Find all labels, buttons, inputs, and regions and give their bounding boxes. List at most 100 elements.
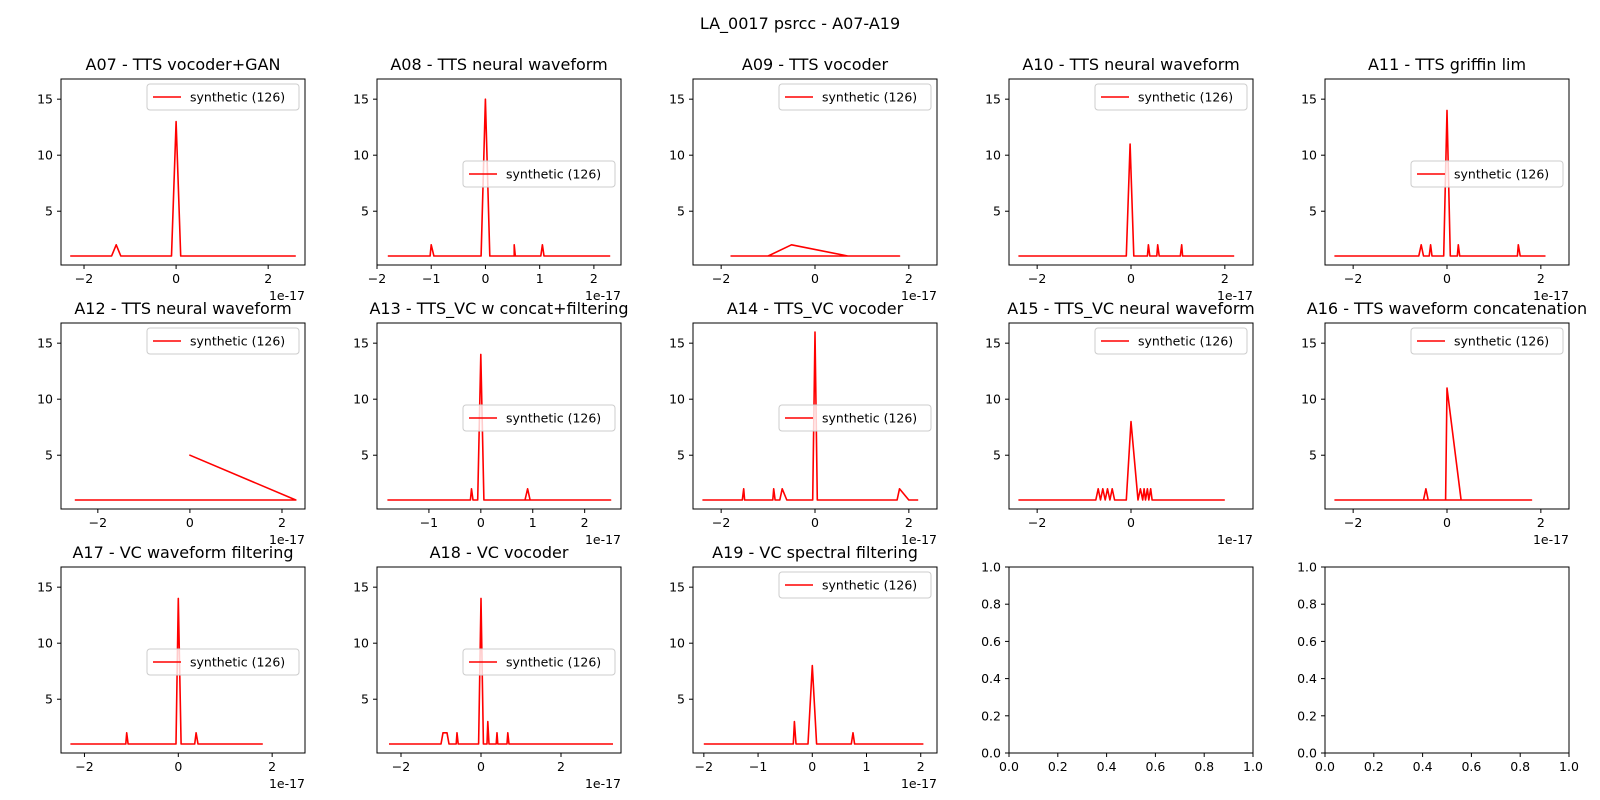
legend-box bbox=[778, 404, 932, 432]
series-line bbox=[387, 98, 611, 257]
x-offset-label: 1e-17 bbox=[269, 288, 305, 303]
legend-box bbox=[462, 648, 616, 676]
y-tick-label: 0.0 bbox=[1297, 746, 1317, 761]
x-tick-label: 0.0 bbox=[999, 759, 1019, 774]
y-tick-label: 10 bbox=[1301, 392, 1317, 407]
subplot-title: A11 - TTS griffin lim bbox=[1368, 55, 1526, 74]
x-tick-label: −1 bbox=[422, 271, 440, 286]
subplot: 0.0 0.2 0.4 0.6 0.8 1.0 0.0 0.2 0.4 0.6 0.8 1.0 bbox=[981, 560, 1263, 775]
subplot-title: A15 - TTS_VC neural waveform bbox=[1007, 299, 1254, 319]
x-tick-label: 2 bbox=[278, 515, 286, 530]
series-line bbox=[74, 454, 297, 501]
x-tick-label: 0 bbox=[172, 271, 180, 286]
x-tick-label: 0.2 bbox=[1048, 759, 1068, 774]
x-offset-label: 1e-17 bbox=[585, 776, 621, 791]
x-offset-label: 1e-17 bbox=[585, 532, 621, 547]
legend: synthetic (126) bbox=[1410, 160, 1564, 188]
legend: synthetic (126) bbox=[1094, 83, 1248, 111]
y-tick-label: 0.4 bbox=[1297, 671, 1317, 686]
x-offset-label: 1e-17 bbox=[901, 776, 937, 791]
x-tick-label: −2 bbox=[712, 271, 730, 286]
series-line bbox=[730, 244, 901, 257]
y-tick-label: 0.2 bbox=[981, 708, 1001, 723]
subplot: A17 - VC waveform filtering −2 0 2 1e-17 5 10 1… bbox=[37, 543, 306, 791]
x-tick-label: 1 bbox=[863, 759, 871, 774]
y-tick-label: 10 bbox=[37, 148, 53, 163]
legend: synthetic (126) bbox=[1094, 327, 1248, 355]
y-tick-label: 10 bbox=[37, 392, 53, 407]
legend-box bbox=[146, 648, 300, 676]
y-tick-label: 1.0 bbox=[981, 560, 1001, 575]
y-tick-label: 10 bbox=[669, 636, 685, 651]
y-tick-label: 10 bbox=[353, 148, 369, 163]
y-tick-label: 0.2 bbox=[1297, 708, 1317, 723]
x-offset-label: 1e-17 bbox=[901, 532, 937, 547]
legend-label: synthetic (126) bbox=[190, 655, 285, 670]
x-tick-label: 0.6 bbox=[1145, 759, 1165, 774]
subplot-title: A13 - TTS_VC w concat+filtering bbox=[369, 299, 628, 319]
x-tick-label: 1.0 bbox=[1559, 759, 1579, 774]
subplot: A15 - TTS_VC neural waveform −2 0 1e-17 5 10 1… bbox=[985, 299, 1255, 547]
y-tick-label: 5 bbox=[361, 692, 369, 707]
y-tick-label: 15 bbox=[353, 92, 369, 107]
x-tick-label: −1 bbox=[749, 759, 767, 774]
x-tick-label: 0.4 bbox=[1413, 759, 1433, 774]
legend-label: synthetic (126) bbox=[190, 334, 285, 349]
x-offset-label: 1e-17 bbox=[901, 288, 937, 303]
x-tick-label: 2 bbox=[905, 271, 913, 286]
x-tick-label: 1 bbox=[529, 515, 537, 530]
y-tick-label: 10 bbox=[985, 148, 1001, 163]
legend-label: synthetic (126) bbox=[1138, 334, 1233, 349]
y-tick-label: 10 bbox=[37, 636, 53, 651]
y-tick-label: 0.6 bbox=[981, 634, 1001, 649]
x-tick-label: 0 bbox=[811, 515, 819, 530]
x-tick-label: 0.4 bbox=[1097, 759, 1117, 774]
legend-label: synthetic (126) bbox=[506, 655, 601, 670]
y-tick-label: 10 bbox=[353, 636, 369, 651]
x-tick-label: 0 bbox=[811, 271, 819, 286]
x-tick-label: 2 bbox=[557, 759, 565, 774]
legend: synthetic (126) bbox=[146, 83, 300, 111]
x-tick-label: 0.6 bbox=[1461, 759, 1481, 774]
x-tick-label: −2 bbox=[712, 515, 730, 530]
x-tick-label: 1 bbox=[536, 271, 544, 286]
x-tick-label: −1 bbox=[420, 515, 438, 530]
y-tick-label: 0.0 bbox=[981, 746, 1001, 761]
x-tick-label: 2 bbox=[590, 271, 598, 286]
subplot: A11 - TTS griffin lim −2 0 2 1e-17 5 10 15 synth… bbox=[1301, 55, 1570, 303]
y-tick-label: 5 bbox=[677, 692, 685, 707]
x-tick-label: 2 bbox=[905, 515, 913, 530]
y-tick-label: 1.0 bbox=[1297, 560, 1317, 575]
x-tick-label: 0.2 bbox=[1364, 759, 1384, 774]
y-tick-label: 0.8 bbox=[1297, 597, 1317, 612]
y-tick-label: 5 bbox=[677, 448, 685, 463]
subplot-title: A17 - VC waveform filtering bbox=[72, 543, 293, 562]
y-tick-label: 10 bbox=[669, 392, 685, 407]
subplot-title: A12 - TTS neural waveform bbox=[74, 299, 291, 318]
legend: synthetic (126) bbox=[146, 648, 300, 676]
y-tick-label: 5 bbox=[361, 448, 369, 463]
legend: synthetic (126) bbox=[462, 404, 616, 432]
axes-frame bbox=[1008, 566, 1254, 754]
y-tick-label: 15 bbox=[985, 92, 1001, 107]
x-tick-label: 2 bbox=[1221, 271, 1229, 286]
x-tick-label: 0 bbox=[477, 759, 485, 774]
series-line bbox=[1018, 143, 1235, 257]
y-tick-label: 5 bbox=[993, 448, 1001, 463]
legend-label: synthetic (126) bbox=[822, 578, 917, 593]
subplot-title: A19 - VC spectral filtering bbox=[712, 543, 918, 562]
legend-box bbox=[462, 160, 616, 188]
y-tick-label: 5 bbox=[45, 692, 53, 707]
legend: synthetic (126) bbox=[778, 404, 932, 432]
y-tick-label: 15 bbox=[669, 336, 685, 351]
x-tick-label: 0 bbox=[808, 759, 816, 774]
y-tick-label: 0.8 bbox=[981, 597, 1001, 612]
y-tick-label: 10 bbox=[1301, 148, 1317, 163]
y-tick-label: 5 bbox=[1309, 204, 1317, 219]
subplot: A10 - TTS neural waveform −2 0 2 1e-17 5 10 15 s… bbox=[985, 55, 1254, 303]
legend-box bbox=[1094, 327, 1248, 355]
y-tick-label: 15 bbox=[1301, 92, 1317, 107]
subplot: A16 - TTS waveform concatenation −2 0 2 1e-1… bbox=[1301, 299, 1587, 547]
